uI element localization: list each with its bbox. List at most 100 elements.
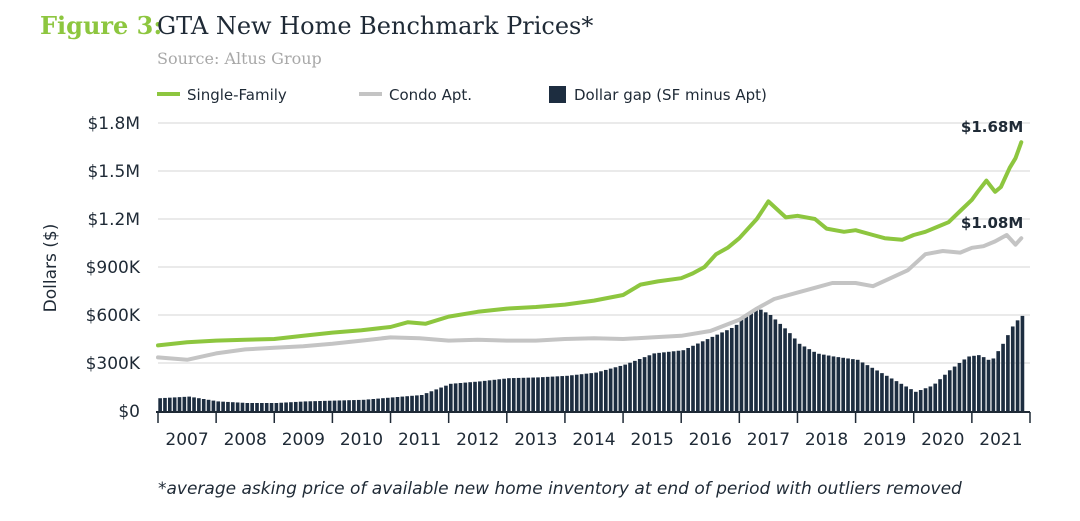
gap-bar bbox=[221, 401, 225, 411]
gap-bar bbox=[395, 397, 400, 411]
gap-bar bbox=[662, 352, 666, 411]
series-line-single-family bbox=[156, 140, 1024, 348]
gap-bar bbox=[201, 399, 206, 411]
gap-bar bbox=[424, 393, 429, 411]
gap-bar bbox=[914, 391, 918, 411]
y-tick-label: $300K bbox=[86, 354, 141, 374]
gap-bar bbox=[260, 403, 264, 411]
gap-bar bbox=[681, 350, 686, 411]
gap-bar bbox=[560, 376, 565, 411]
gap-bar bbox=[526, 377, 531, 411]
gap-bar bbox=[962, 359, 967, 411]
gap-bar bbox=[788, 333, 792, 411]
gap-bar bbox=[676, 350, 681, 411]
gap-bar bbox=[977, 355, 981, 411]
gap-bar bbox=[255, 403, 259, 411]
gap-bar bbox=[812, 351, 816, 411]
gap-bar bbox=[599, 371, 603, 411]
gap-bar bbox=[981, 357, 986, 411]
chart-source: Source: Altus Group bbox=[157, 49, 322, 68]
gap-bar bbox=[972, 355, 976, 411]
gap-bar bbox=[502, 378, 506, 411]
gap-bar bbox=[478, 381, 482, 411]
gap-bar bbox=[487, 380, 492, 411]
gap-bar bbox=[240, 402, 245, 411]
gap-bar bbox=[986, 359, 991, 411]
gap-bar bbox=[884, 375, 889, 411]
gap-bar bbox=[671, 351, 676, 411]
series-line-condo bbox=[156, 233, 1024, 362]
gap-bar bbox=[390, 397, 395, 411]
gap-bar bbox=[371, 399, 376, 411]
gap-bar bbox=[177, 397, 182, 411]
gap-bar bbox=[763, 312, 768, 411]
series-lines bbox=[156, 140, 1024, 362]
gap-bar bbox=[492, 379, 497, 411]
legend-label-condo: Condo Apt. bbox=[389, 86, 472, 104]
gap-bar bbox=[725, 330, 729, 411]
gap-bar bbox=[565, 375, 569, 411]
gap-bar bbox=[429, 391, 434, 411]
gridlines bbox=[158, 122, 1030, 364]
gap-bar bbox=[783, 328, 787, 411]
gap-bar bbox=[623, 364, 628, 411]
gap-bar bbox=[507, 378, 511, 411]
gap-bar bbox=[410, 395, 414, 411]
gap-bar bbox=[1015, 320, 1020, 411]
gap-bar bbox=[400, 396, 405, 411]
gap-bar bbox=[797, 343, 802, 411]
gap-bar bbox=[836, 357, 841, 411]
gap-bar bbox=[666, 351, 671, 411]
gap-bar bbox=[1001, 343, 1005, 411]
gap-bar bbox=[323, 400, 327, 411]
gap-bar bbox=[613, 367, 618, 411]
gap-bar bbox=[172, 397, 177, 411]
gap-bar bbox=[1006, 335, 1010, 411]
gap-bar bbox=[880, 373, 884, 411]
gap-bar bbox=[332, 400, 337, 411]
gap-bar bbox=[802, 346, 807, 411]
gap-bar bbox=[1020, 315, 1025, 411]
gap-bar bbox=[192, 397, 196, 411]
gap-bar bbox=[187, 396, 192, 411]
gap-bar bbox=[453, 383, 458, 411]
gap-bar bbox=[705, 339, 710, 411]
end-label: $1.08M bbox=[961, 214, 1023, 232]
gap-bar bbox=[943, 374, 947, 411]
gap-bar bbox=[991, 358, 996, 411]
gap-bar bbox=[206, 399, 211, 411]
y-tick-label: $1.8M bbox=[87, 114, 140, 134]
gap-bar bbox=[947, 370, 952, 411]
gap-bar bbox=[952, 366, 957, 411]
legend-label-dollar-gap: Dollar gap (SF minus Apt) bbox=[574, 86, 767, 104]
gap-bar bbox=[444, 385, 448, 411]
gap-bar bbox=[807, 349, 812, 411]
x-tick-label: 2007 bbox=[165, 430, 208, 450]
gap-bar bbox=[167, 397, 172, 411]
gap-bar bbox=[482, 380, 487, 411]
x-tick-label: 2019 bbox=[863, 430, 906, 450]
figure-number: Figure 3: bbox=[40, 11, 162, 40]
gap-bar bbox=[860, 362, 865, 411]
legend-label-single-family: Single-Family bbox=[187, 86, 287, 104]
x-tick-label: 2020 bbox=[921, 430, 964, 450]
gap-bar bbox=[250, 403, 254, 411]
x-tick-label: 2014 bbox=[572, 430, 615, 450]
gap-bar bbox=[633, 360, 637, 411]
gap-bar bbox=[855, 359, 860, 411]
x-tick-label: 2013 bbox=[514, 430, 557, 450]
y-tick-label: $1.2M bbox=[87, 210, 140, 230]
gap-bar bbox=[511, 378, 516, 411]
gap-bar bbox=[773, 319, 778, 411]
x-tick-label: 2012 bbox=[456, 430, 499, 450]
end-label: $1.68M bbox=[961, 118, 1023, 136]
x-axis: 2007 2008 2009 2010 2011 2012 2013 2014 2015 2016… bbox=[156, 411, 1031, 450]
gap-bar bbox=[298, 401, 303, 411]
gap-bar bbox=[715, 334, 720, 411]
gap-bar bbox=[463, 382, 468, 411]
legend-swatch-dollar-gap bbox=[549, 86, 566, 103]
gap-bar bbox=[574, 374, 579, 411]
gap-bar bbox=[831, 356, 836, 411]
x-tick-label: 2008 bbox=[224, 430, 267, 450]
gap-bar bbox=[904, 386, 908, 411]
